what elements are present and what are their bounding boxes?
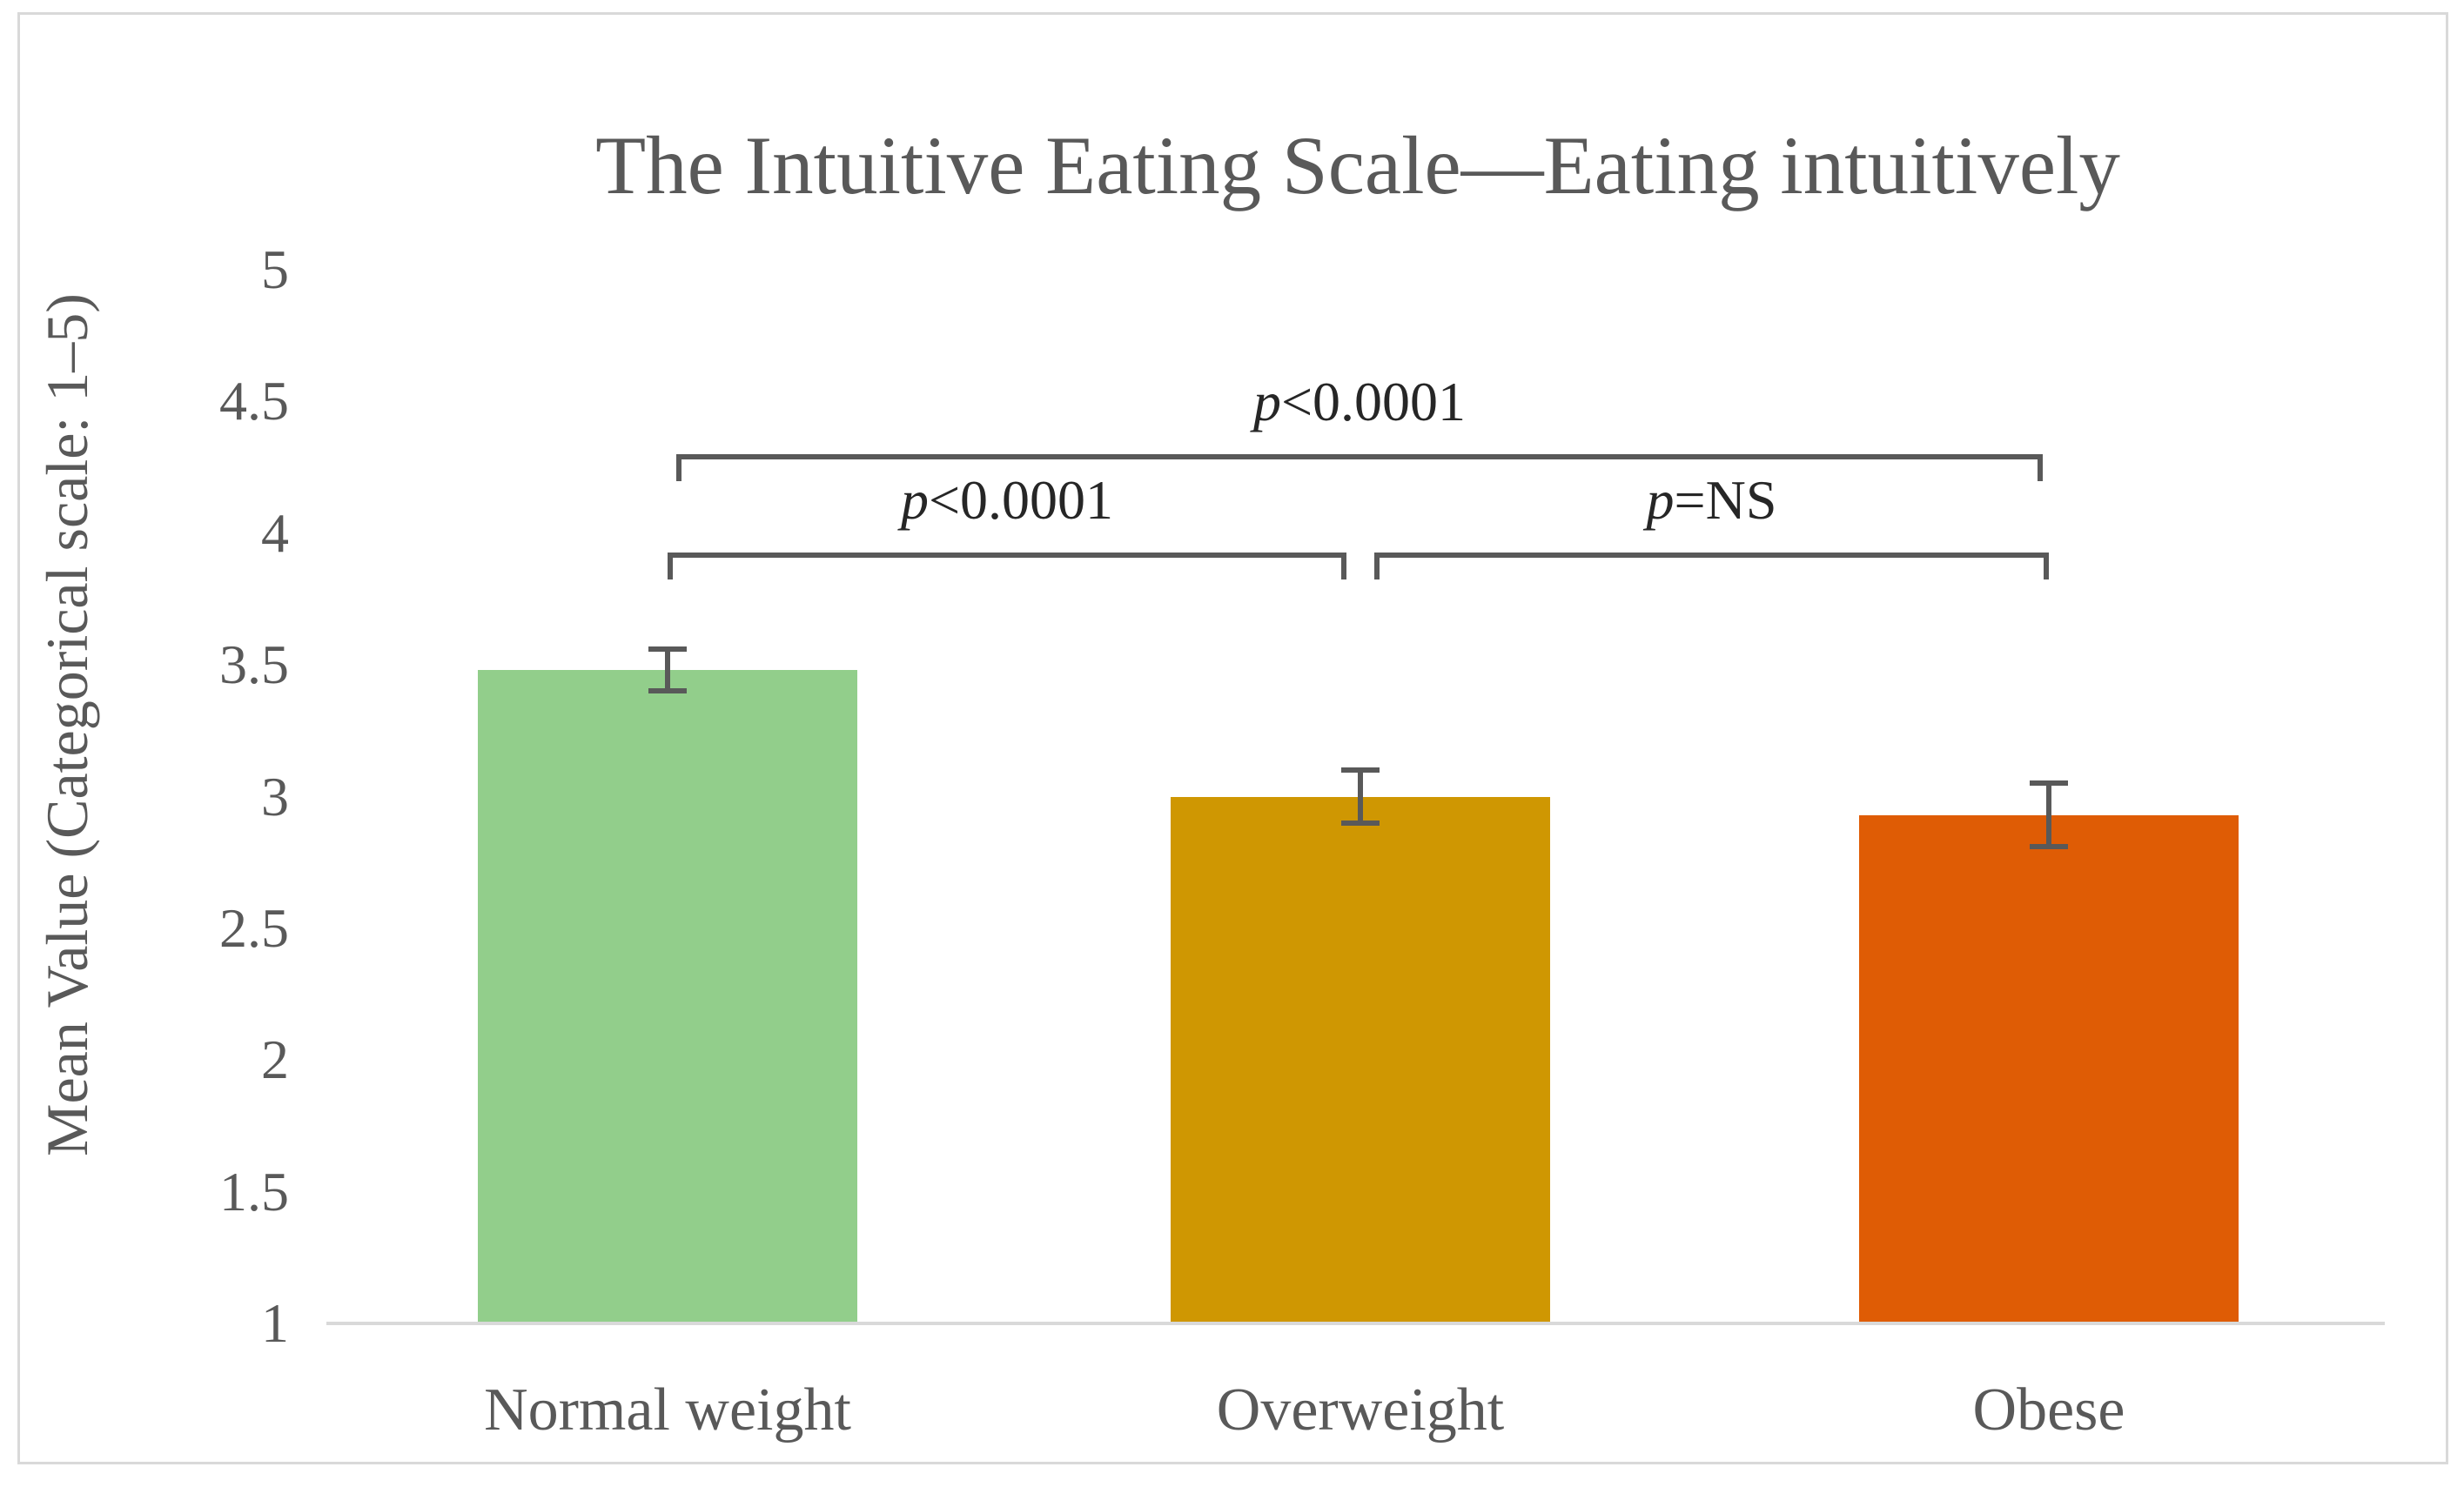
p-value-label-0: p<0.0001 xyxy=(1253,367,1466,437)
y-tick-label-1: 1 xyxy=(261,1292,289,1354)
p-value-label-2: p=NS xyxy=(1647,466,1777,535)
p-value-label-1: p<0.0001 xyxy=(901,466,1113,535)
significance-bracket-2 xyxy=(1374,553,2049,579)
error-bar-stem-normal-weight xyxy=(665,648,670,692)
p-symbol: p xyxy=(1646,469,1675,531)
y-tick-label-4: 4 xyxy=(261,501,289,564)
y-tick-label-3.5: 3.5 xyxy=(219,633,289,696)
y-tick-label-5: 5 xyxy=(261,238,289,300)
error-bar-bottom-cap-normal-weight xyxy=(648,688,687,694)
significance-bracket-1 xyxy=(668,553,1346,579)
p-value-text: =NS xyxy=(1674,469,1777,531)
error-bar-top-cap-normal-weight xyxy=(648,646,687,652)
y-tick-label-2.5: 2.5 xyxy=(219,896,289,959)
error-bar-bottom-cap-overweight xyxy=(1341,820,1380,826)
error-bar-top-cap-obese xyxy=(2030,780,2068,787)
error-bar-stem-obese xyxy=(2046,783,2051,847)
error-bar-bottom-cap-obese xyxy=(2030,844,2068,850)
x-axis-line xyxy=(326,1322,2385,1325)
chart-title: The Intuitive Eating Scale—Eating intuit… xyxy=(595,119,2120,211)
y-axis-title: Mean Value (Categorical scale: 1–5) xyxy=(34,293,100,1156)
p-symbol: p xyxy=(1252,371,1281,432)
category-label-overweight: Overweight xyxy=(1216,1376,1505,1443)
p-value-text: <0.0001 xyxy=(928,469,1114,531)
y-tick-label-1.5: 1.5 xyxy=(219,1160,289,1222)
y-tick-label-2: 2 xyxy=(261,1028,289,1091)
bar-overweight xyxy=(1171,796,1550,1323)
error-bar-stem-overweight xyxy=(1358,770,1363,823)
category-label-normal-weight: Normal weight xyxy=(484,1376,851,1443)
significance-bracket-0 xyxy=(676,454,2043,481)
p-symbol: p xyxy=(900,469,929,531)
y-tick-label-4.5: 4.5 xyxy=(219,370,289,432)
y-tick-label-3: 3 xyxy=(261,765,289,827)
p-value-text: <0.0001 xyxy=(1280,371,1467,432)
error-bar-top-cap-overweight xyxy=(1341,767,1380,774)
bar-normal-weight xyxy=(478,670,857,1323)
category-label-obese: Obese xyxy=(1972,1376,2125,1443)
bar-obese xyxy=(1859,814,2239,1323)
